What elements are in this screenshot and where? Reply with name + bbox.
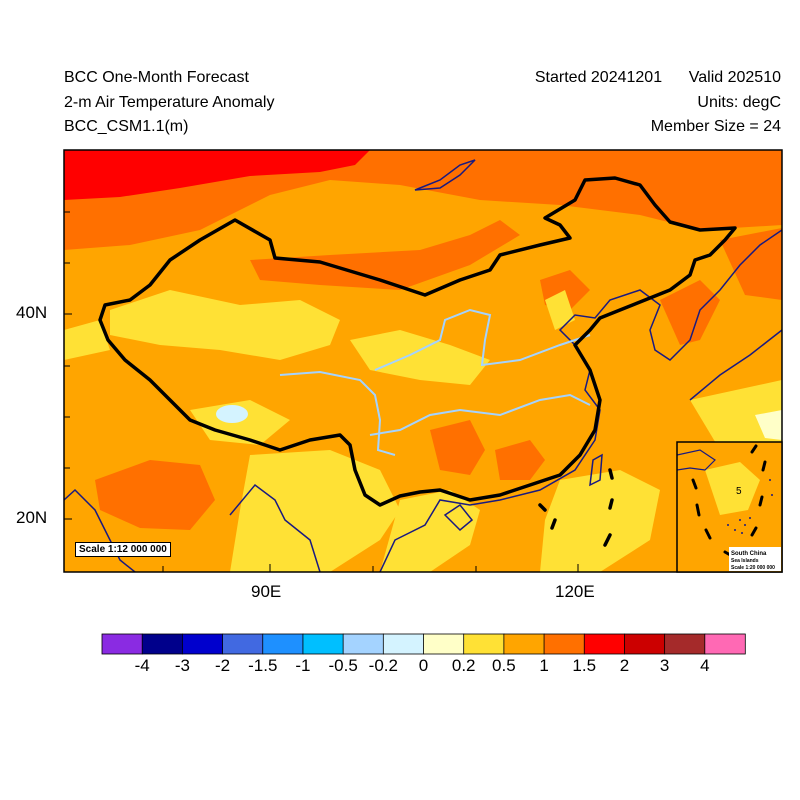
- colorbar-swatch: [342, 633, 385, 655]
- field-0.2-0.5-west: [64, 320, 110, 360]
- map-title: BCC One-Month Forecast: [64, 69, 249, 86]
- field-1-1.5-japan: [720, 228, 782, 300]
- field-1-1.5-sichuan: [430, 420, 485, 475]
- china-border: [98, 176, 737, 507]
- field-0.2-0.5-taiwan: [540, 470, 660, 572]
- coastline-india-west: [64, 488, 136, 572]
- colorbar: [101, 633, 746, 655]
- inset-title-2: Sea Islands: [731, 558, 759, 564]
- coastline-taiwan: [589, 453, 603, 487]
- colorbar-swatch: [423, 633, 465, 655]
- field-0.2-0.5-xinjiang: [110, 290, 340, 360]
- inset-frame: [676, 441, 783, 573]
- colorbar-label: 1: [539, 656, 549, 675]
- map-frame: [63, 149, 783, 573]
- field-negative-spot: [216, 405, 248, 423]
- colorbar-swatch: [704, 633, 746, 655]
- colorbar-label: -0.2: [368, 656, 398, 675]
- colorbar-swatch: [382, 633, 425, 655]
- field-0.2-0.5-qinghai: [350, 330, 490, 385]
- inset-caption-box: [729, 547, 781, 571]
- colorbar-swatch: [463, 633, 505, 655]
- colorbar-swatch: [543, 633, 585, 655]
- colorbar-swatch: [262, 633, 304, 655]
- inset-title-1: South China: [731, 551, 767, 557]
- colorbar-label: -0.5: [328, 656, 358, 675]
- inset-contour-label: 5: [736, 486, 742, 497]
- river-southwest: [279, 370, 396, 456]
- colorbar-label: 0: [418, 656, 429, 675]
- colorbar-label: -3: [174, 656, 190, 675]
- model-name: BCC_CSM1.1(m): [64, 118, 189, 135]
- forecast-dates: Started 20241201 Valid 202510: [535, 68, 781, 88]
- units-label: Units: degC: [697, 94, 781, 111]
- valid-date: Valid 202510: [688, 69, 781, 86]
- coastline-hainan: [443, 503, 474, 532]
- colorbar-label: -4: [134, 656, 150, 675]
- colorbar-label: 3: [659, 656, 670, 675]
- inset-scale: Scale 1:20 000 000: [731, 565, 775, 571]
- colorbar-swatch: [664, 633, 706, 655]
- anomaly-field: [64, 150, 782, 572]
- lat-label-40n: 40N: [16, 303, 48, 322]
- coastline-east-asia: [379, 229, 782, 572]
- colorbar-label: -1.5: [248, 656, 278, 675]
- field-0.2-0.5-shandong: [545, 290, 575, 330]
- nine-dash-line: [538, 468, 614, 547]
- started-date: Started 20241201: [534, 69, 663, 86]
- colorbar-swatch: [101, 633, 143, 655]
- field-1-1.5-central: [495, 440, 545, 480]
- field-0.2-0.5-pacific: [690, 380, 782, 450]
- lon-label-90e: 90E: [251, 582, 282, 601]
- colorbar-label: -2: [215, 656, 231, 675]
- colorbar-swatch: [222, 633, 264, 655]
- colorbar-label: -1: [295, 656, 311, 675]
- inset-islands: [727, 479, 773, 534]
- field-1-1.5-india: [95, 460, 215, 530]
- colorbar-label: 0.5: [492, 656, 516, 675]
- lat-label-20n: 20N: [16, 508, 48, 527]
- field-0.2-0.5-tibet: [190, 400, 290, 445]
- inset-field-mild: [705, 462, 760, 515]
- river-yellow: [374, 308, 591, 371]
- field-0-0.2: [755, 410, 782, 440]
- south-china-sea-inset: 5 South China Sea Islands Scale 1:20 000…: [676, 441, 783, 573]
- inset-coastline: [677, 449, 716, 471]
- colorbar-label: 4: [700, 656, 710, 675]
- colorbar-label: 0.2: [451, 656, 476, 675]
- main-scale-label: Scale 1:12 000 000: [75, 542, 171, 557]
- colorbar-swatch: [181, 633, 224, 655]
- lon-label-120e: 120E: [555, 582, 595, 601]
- river-yangtze: [369, 393, 591, 436]
- colorbar-swatch: [624, 633, 666, 655]
- variable-name: 2-m Air Temperature Anomaly: [64, 94, 275, 111]
- field-1-1.5-mongolia: [250, 220, 520, 290]
- field-1-1.5-korea: [660, 280, 720, 345]
- coastline-japan: [689, 329, 782, 401]
- coastline-bay-of-bengal: [229, 483, 321, 572]
- colorbar-label: 1.5: [572, 656, 597, 675]
- field-0.2-0.5-indochina: [380, 490, 480, 572]
- colorbar-swatch: [141, 633, 184, 655]
- colorbar-label: 2: [619, 656, 630, 675]
- lake-baikal: [414, 159, 476, 191]
- colorbar-swatch: [583, 633, 626, 655]
- colorbar-swatch: [302, 633, 344, 655]
- field-1.5-2: [64, 150, 370, 200]
- member-size-label: Member Size = 24: [650, 118, 781, 135]
- colorbar-swatch: [503, 633, 545, 655]
